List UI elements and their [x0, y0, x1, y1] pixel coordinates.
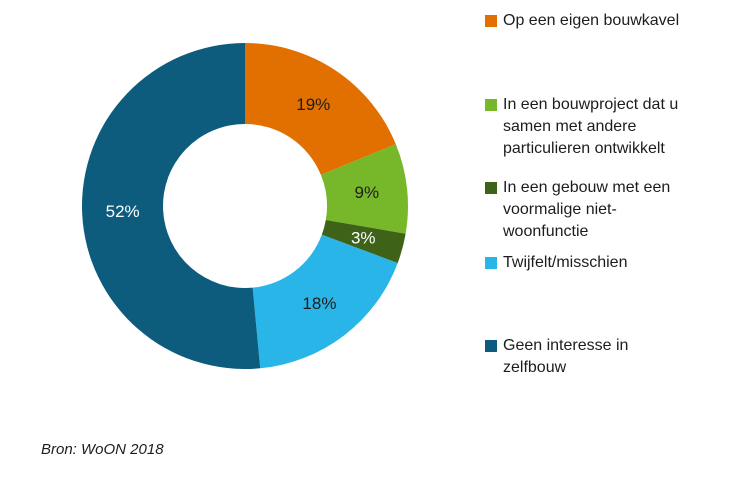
slice-percent-label: 19%: [296, 95, 330, 114]
source-note: Bron: WoON 2018: [41, 441, 164, 458]
donut-slice: [320, 144, 408, 234]
legend-item: Op een eigen bouwkavel: [485, 10, 679, 32]
legend-swatch-icon: [485, 182, 497, 194]
legend-swatch-icon: [485, 99, 497, 111]
donut-slice: [245, 43, 396, 175]
legend-label: Geen interesse in zelfbouw: [503, 337, 629, 376]
legend-label: In een gebouw met een voormalige niet- w…: [503, 179, 671, 240]
legend-item: In een bouwproject dat u samen met ander…: [485, 94, 678, 160]
legend-item: Geen interesse in zelfbouw: [485, 335, 628, 379]
donut-slice: [321, 219, 406, 264]
legend-label: In een bouwproject dat u samen met ander…: [503, 96, 679, 157]
donut-slice: [81, 43, 261, 370]
donut-slice: [252, 234, 398, 369]
chart-legend: Op een eigen bouwkavel In een bouwproject…: [485, 0, 735, 440]
legend-label: Twijfelt/misschien: [503, 254, 628, 271]
slice-percent-label: 9%: [354, 183, 379, 202]
legend-label: Op een eigen bouwkavel: [503, 12, 680, 29]
legend-swatch-icon: [485, 340, 497, 352]
legend-swatch-icon: [485, 15, 497, 27]
slice-percent-label: 52%: [106, 202, 140, 221]
legend-item: Twijfelt/misschien: [485, 252, 627, 274]
legend-item: In een gebouw met een voormalige niet- w…: [485, 177, 670, 243]
slice-percent-label: 3%: [351, 229, 376, 248]
legend-swatch-icon: [485, 257, 497, 269]
slice-percent-label: 18%: [302, 294, 336, 313]
